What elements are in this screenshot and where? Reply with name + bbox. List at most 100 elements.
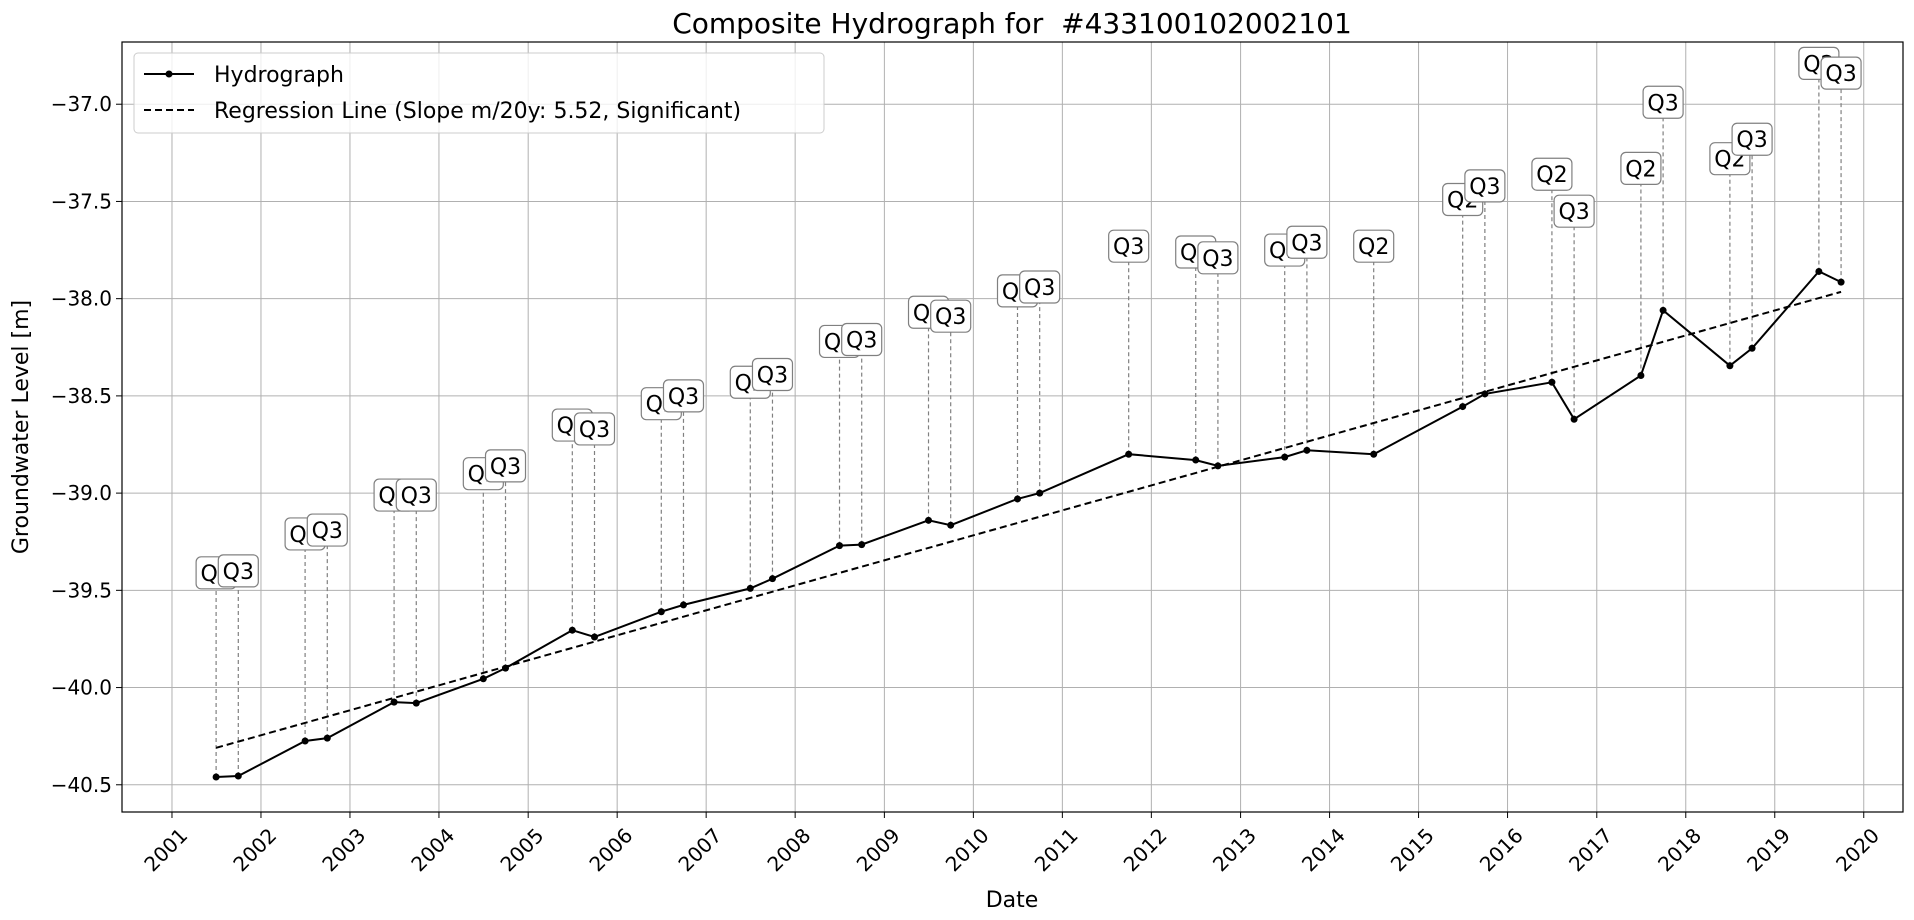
annotation-text: Q3 xyxy=(1024,276,1055,301)
hydrograph-point xyxy=(1214,462,1222,470)
annotation-text: Q3 xyxy=(312,519,343,544)
y-tick-label: −38.0 xyxy=(51,287,112,311)
hydrograph-point xyxy=(1570,415,1578,423)
hydrograph-point xyxy=(679,601,687,609)
hydrograph-point xyxy=(1637,371,1645,379)
legend-hydrograph-label: Hydrograph xyxy=(214,63,344,88)
annotation-text: Q2 xyxy=(1625,157,1656,182)
legend: Hydrograph Regression Line (Slope m/20y:… xyxy=(133,52,825,134)
annotation-box xyxy=(1642,85,1684,119)
annotation-label: Q3 xyxy=(1464,169,1506,203)
y-tick-label: −39.0 xyxy=(51,481,112,505)
annotation-label: Q3 xyxy=(217,554,259,588)
y-tick-label: −40.0 xyxy=(51,676,112,700)
annotation-label: Q3 xyxy=(1286,225,1328,259)
y-tick-label: −37.5 xyxy=(51,189,112,213)
hydrograph-point xyxy=(212,773,220,781)
legend-box xyxy=(133,52,825,134)
annotation-label: Q3 xyxy=(1553,194,1595,228)
hydrograph-point xyxy=(502,664,510,672)
hydrograph-point xyxy=(1192,456,1200,464)
hydrograph-point xyxy=(1837,278,1845,286)
annotation-label: Q2 xyxy=(1353,229,1395,263)
series xyxy=(212,267,1845,781)
annotation-label: Q3 xyxy=(751,357,794,392)
annotation-box xyxy=(1531,157,1573,191)
annotation-box xyxy=(484,449,527,483)
hydrograph-point xyxy=(657,608,665,616)
annotation-text: Q3 xyxy=(1113,235,1144,260)
plot-frame xyxy=(121,41,1904,813)
hydrograph-point xyxy=(412,699,420,707)
chart-title: Composite Hydrograph for #43310010200210… xyxy=(672,7,1352,40)
hydrograph-point xyxy=(1036,489,1044,497)
y-tick-label: −38.5 xyxy=(51,384,112,408)
hydrograph-point xyxy=(947,521,955,529)
hydrograph-point xyxy=(479,675,487,683)
hydrograph-point xyxy=(1726,362,1734,370)
annotation-label: Q3 xyxy=(573,412,616,446)
annotation-text: Q3 xyxy=(579,418,610,443)
hydrograph-point xyxy=(568,626,576,634)
legend-hydrograph-marker xyxy=(165,70,173,78)
annotation-text: Q3 xyxy=(668,385,699,410)
annotation-box xyxy=(930,299,972,333)
hydrograph-point xyxy=(590,633,598,641)
annotation-box xyxy=(662,379,705,413)
annotation-label: Q3 xyxy=(395,478,437,512)
annotation-text: Q3 xyxy=(1469,175,1500,200)
annotation-label: Q3 xyxy=(1731,122,1773,156)
annotation-box xyxy=(573,412,616,446)
hydrograph-point xyxy=(1815,267,1823,275)
hydrograph-point xyxy=(836,542,844,550)
annotation-text: Q3 xyxy=(1647,91,1678,116)
hydrograph-point xyxy=(234,772,242,780)
hydrograph-point xyxy=(1013,495,1021,503)
grid xyxy=(122,42,1903,812)
hydrograph-point xyxy=(1481,390,1489,398)
annotation-box xyxy=(395,478,437,512)
hydrograph-point xyxy=(925,516,933,524)
hydrograph-point xyxy=(390,698,398,706)
annotation-box xyxy=(217,554,259,588)
x-axis-label: Date xyxy=(986,888,1039,913)
y-tick-label: −37.0 xyxy=(51,92,112,116)
annotation-box xyxy=(1553,194,1595,228)
annotation-box xyxy=(1731,122,1773,156)
annotation-label: Q2 xyxy=(1531,157,1573,191)
annotation-text: Q3 xyxy=(1291,231,1322,256)
annotation-text: Q2 xyxy=(1536,163,1567,188)
hydrograph-point xyxy=(858,541,866,549)
annotation-box xyxy=(1019,270,1061,304)
annotation-label: Q3 xyxy=(306,513,348,547)
annotation-box xyxy=(1197,241,1239,275)
annotation-label: Q2 xyxy=(1620,151,1662,185)
annotation-text: Q3 xyxy=(223,560,254,585)
y-axis-label: Groundwater Level [m] xyxy=(9,300,34,554)
annotation-labels: Q2Q3Q2Q3Q2Q3Q2Q3Q2Q3Q2Q3Q2Q3Q2Q3Q2Q3Q2Q3… xyxy=(195,46,1862,590)
annotation-box xyxy=(841,322,883,357)
hydrograph-point xyxy=(1548,378,1556,386)
hydrograph-point xyxy=(746,584,754,592)
annotation-text: Q3 xyxy=(1825,62,1856,87)
hydrograph-point xyxy=(1748,344,1756,352)
annotation-label: Q3 xyxy=(841,322,883,357)
annotation-label: Q3 xyxy=(1108,229,1150,263)
hydrograph-line xyxy=(216,270,1842,778)
hydrograph-point xyxy=(1281,453,1289,461)
annotation-label: Q3 xyxy=(662,379,705,413)
hydrograph-point xyxy=(323,734,331,742)
y-tick-label: −39.5 xyxy=(51,578,112,602)
annotation-label: Q3 xyxy=(1820,56,1862,90)
hydrograph-point xyxy=(1659,306,1667,314)
annotation-text: Q3 xyxy=(1202,247,1233,272)
y-axis-ticks: −37.0 −37.5 −38.0 −38.5 −39.0 −39.5 −40.0 −40.5 xyxy=(51,92,122,797)
annotation-text: Q3 xyxy=(846,329,877,354)
annotation-box xyxy=(1353,229,1395,263)
annotation-box xyxy=(306,513,348,547)
annotation-connectors xyxy=(215,63,1842,777)
annotation-text: Q3 xyxy=(757,364,788,389)
annotation-label: Q3 xyxy=(1197,241,1239,275)
